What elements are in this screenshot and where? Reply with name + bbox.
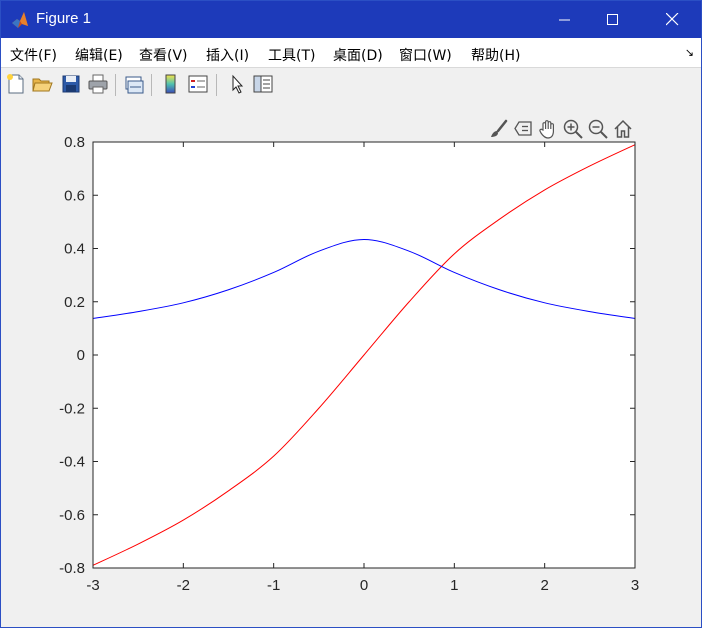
close-icon <box>665 13 678 26</box>
x-tick-label: 0 <box>360 577 368 594</box>
x-tick-label: -1 <box>267 577 280 594</box>
x-tick-label: 3 <box>631 577 639 594</box>
y-tick-label: 0.8 <box>64 134 85 151</box>
menu-edit[interactable]: 编辑(E) <box>75 48 123 64</box>
series-line-0 <box>92 144 636 566</box>
y-tick-label: 0.2 <box>64 294 85 311</box>
insert-colorbar-icon[interactable] <box>160 73 182 95</box>
x-tick-label: 2 <box>540 577 548 594</box>
menu-desktop[interactable]: 桌面(D) <box>333 48 383 64</box>
menu-bar: 文件(F) 编辑(E) 查看(V) 插入(I) 工具(T) 桌面(D) 窗口(W… <box>1 38 701 67</box>
y-tick-label: 0.4 <box>64 241 85 258</box>
toolbar-separator <box>151 74 152 96</box>
menu-view[interactable]: 查看(V) <box>139 48 188 64</box>
new-figure-icon[interactable] <box>5 73 27 95</box>
link-plot-icon[interactable] <box>123 73 145 95</box>
menu-help[interactable]: 帮助(H) <box>471 48 521 64</box>
menu-dock-arrow-icon[interactable]: ↘ <box>684 46 694 59</box>
y-tick-label: 0 <box>77 347 85 364</box>
axes-box <box>92 141 636 569</box>
x-tick-label: 1 <box>450 577 458 594</box>
menu-window[interactable]: 窗口(W) <box>399 48 452 64</box>
toolbar-separator <box>115 74 116 96</box>
menu-insert[interactable]: 插入(I) <box>206 48 250 64</box>
minimize-button[interactable] <box>542 1 588 38</box>
brush-icon[interactable] <box>487 118 509 140</box>
edit-plot-arrow-icon[interactable] <box>227 73 249 95</box>
maximize-icon <box>607 13 618 25</box>
insert-legend-icon[interactable] <box>187 73 209 95</box>
title-bar[interactable]: Figure 1 <box>1 1 701 38</box>
x-tick-label: -2 <box>177 577 190 594</box>
x-tick-label: -3 <box>86 577 99 594</box>
toolbar-separator <box>216 74 217 96</box>
y-tick-label: -0.6 <box>59 507 85 524</box>
maximize-button[interactable] <box>590 1 636 38</box>
y-tick-label: -0.4 <box>59 454 85 471</box>
save-icon[interactable] <box>60 73 82 95</box>
plot-axes[interactable]: -3 -2 -1 0 1 2 3 0.8 0.6 0.4 0.2 0 -0.2 -0.4 -0.6 -0.8 <box>1 102 701 627</box>
y-tick-label: -0.2 <box>59 400 85 417</box>
window-title: Figure 1 <box>36 10 92 27</box>
minimize-icon <box>559 19 570 20</box>
zoom-out-icon[interactable] <box>587 118 609 140</box>
menu-file[interactable]: 文件(F) <box>10 48 57 64</box>
y-tick-label: 0.6 <box>64 187 85 204</box>
print-icon[interactable] <box>87 73 109 95</box>
zoom-in-icon[interactable] <box>562 118 584 140</box>
y-tick-label: -0.8 <box>59 560 85 577</box>
restore-view-icon[interactable] <box>612 118 634 140</box>
figure-toolbar <box>1 67 701 103</box>
axes-toolbar <box>487 118 637 140</box>
pan-icon[interactable] <box>537 118 559 140</box>
series-line-1 <box>92 238 636 320</box>
data-tips-icon[interactable] <box>512 118 534 140</box>
matlab-logo-icon <box>12 12 28 28</box>
property-inspector-icon[interactable] <box>252 73 274 95</box>
figure-canvas: -3 -2 -1 0 1 2 3 0.8 0.6 0.4 0.2 0 -0.2 -0.4 -0.6 -0.8 <box>1 102 701 627</box>
menu-tools[interactable]: 工具(T) <box>268 48 316 64</box>
open-file-icon[interactable] <box>31 73 53 95</box>
close-button[interactable] <box>649 1 695 38</box>
